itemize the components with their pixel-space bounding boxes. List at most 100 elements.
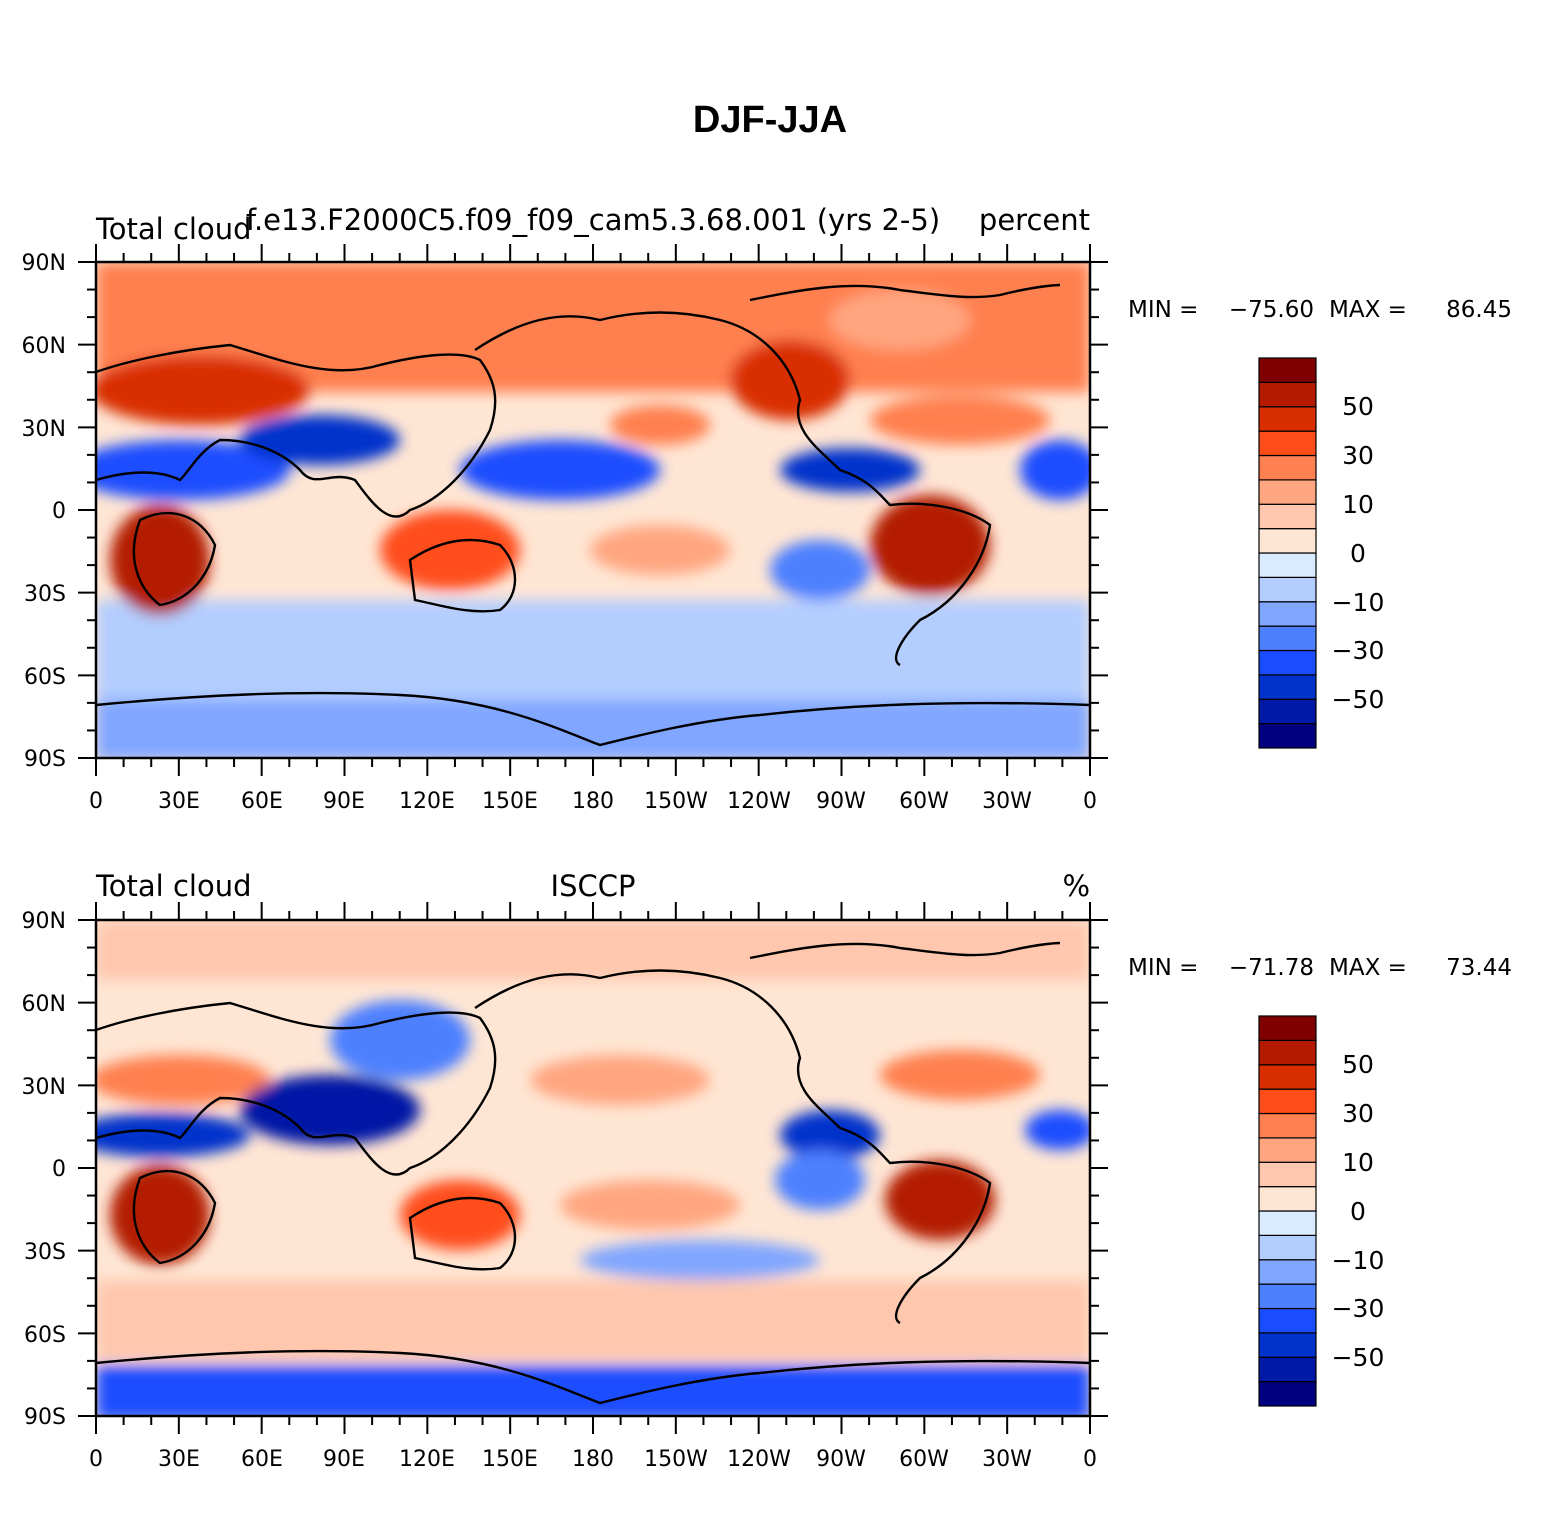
panel-2-right-label: % <box>1062 869 1090 903</box>
colorbar-label: −30 <box>1332 1294 1385 1323</box>
lat-label: 0 <box>52 499 66 524</box>
lat-label: 90S <box>24 1405 66 1430</box>
colorbar-label: 0 <box>1350 539 1366 568</box>
colorbar-label: 10 <box>1342 1148 1374 1177</box>
colorbar-swatch <box>1258 1259 1317 1285</box>
colorbar-swatch <box>1258 1356 1317 1383</box>
lat-label: 60S <box>24 1323 66 1348</box>
panel-2-lon-ticks <box>95 902 1091 1434</box>
panel-1-stats: MIN = −75.60 MAX = 86.45 <box>1128 297 1512 323</box>
colorbar-swatch <box>1258 723 1317 749</box>
colorbar-swatch <box>1258 1088 1317 1115</box>
panel-2-lat-labels: 90N 60N 30N 0 30S 60S 90S <box>22 909 66 1430</box>
colorbar-label: −50 <box>1332 685 1385 714</box>
lat-label: 30S <box>24 582 66 607</box>
panel-1-field <box>96 262 1090 758</box>
lat-label: 30N <box>22 417 66 442</box>
lon-label: 120W <box>727 789 791 814</box>
colorbar-swatch <box>1258 552 1317 578</box>
colorbar-swatch <box>1258 406 1317 432</box>
panel-1-lon-labels: 0 30E 60E 90E 120E 150E 180 150W 120W 90… <box>89 789 1097 814</box>
colorbar-swatch <box>1258 503 1317 530</box>
lon-label: 0 <box>89 1447 103 1472</box>
colorbar-swatch <box>1258 649 1317 676</box>
colorbar-label: 30 <box>1342 1099 1374 1128</box>
colorbar-swatch <box>1258 1210 1317 1236</box>
max-label: MAX = <box>1329 297 1407 323</box>
lat-label: 90N <box>22 909 66 934</box>
colorbar-label: −50 <box>1332 1343 1385 1372</box>
max-value: 73.44 <box>1446 955 1512 981</box>
colorbar-swatch <box>1258 698 1317 725</box>
lon-label: 90E <box>323 789 365 814</box>
lat-label: 30S <box>24 1240 66 1265</box>
colorbar-swatch <box>1258 1161 1317 1188</box>
max-value: 86.45 <box>1446 297 1512 323</box>
panel-1-colorbar <box>1258 357 1317 749</box>
lon-label: 60W <box>899 789 949 814</box>
min-label: MIN = <box>1128 955 1198 981</box>
colorbar-label: 0 <box>1350 1197 1366 1226</box>
panel-1-left-label: Total cloud <box>95 212 251 246</box>
colorbar-label: −10 <box>1332 1246 1385 1275</box>
lat-label: 90N <box>22 251 66 276</box>
colorbar-swatch <box>1258 1307 1317 1334</box>
max-label: MAX = <box>1329 955 1407 981</box>
lat-label: 60N <box>22 992 66 1017</box>
lon-label: 30E <box>158 1447 200 1472</box>
lon-label: 150W <box>644 1447 708 1472</box>
colorbar-swatch <box>1258 479 1317 505</box>
lon-label: 90W <box>816 1447 866 1472</box>
min-label: MIN = <box>1128 297 1198 323</box>
lon-label: 180 <box>572 789 614 814</box>
lon-label: 150W <box>644 789 708 814</box>
colorbar-swatch <box>1258 1381 1317 1407</box>
lon-label: 90W <box>816 789 866 814</box>
panel-1: Total cloud f.e13.F2000C5.f09_f09_cam5.3… <box>22 203 1512 814</box>
lon-label: 30E <box>158 789 200 814</box>
lon-label: 0 <box>89 789 103 814</box>
lon-label: 0 <box>1083 789 1097 814</box>
colorbar-swatch <box>1258 576 1317 603</box>
colorbar-label: 50 <box>1342 392 1374 421</box>
colorbar-label: 30 <box>1342 441 1374 470</box>
figure-title: DJF-JJA <box>693 99 847 141</box>
lon-label: 60E <box>241 1447 283 1472</box>
panel-2-colorbar <box>1258 1015 1317 1407</box>
panel-2: Total cloud ISCCP % <box>22 869 1512 1472</box>
panel-1-lat-ticks <box>78 261 1108 759</box>
lat-label: 0 <box>52 1157 66 1182</box>
colorbar-label: 10 <box>1342 490 1374 519</box>
lon-label: 0 <box>1083 1447 1097 1472</box>
panel-1-lon-ticks <box>95 244 1091 776</box>
colorbar-swatch <box>1258 1137 1317 1163</box>
lon-label: 60E <box>241 789 283 814</box>
panel-2-field <box>96 920 1090 1416</box>
lon-label: 90E <box>323 1447 365 1472</box>
colorbar-swatch <box>1258 625 1317 652</box>
colorbar-swatch <box>1258 1283 1317 1310</box>
lon-label: 150E <box>482 1447 538 1472</box>
lat-label: 60N <box>22 334 66 359</box>
panel-2-center-label: ISCCP <box>551 869 636 903</box>
lon-label: 120W <box>727 1447 791 1472</box>
panel-2-left-label: Total cloud <box>95 869 251 903</box>
lon-label: 30W <box>982 1447 1032 1472</box>
colorbar-swatch <box>1258 528 1317 554</box>
colorbar-swatch <box>1258 674 1317 700</box>
min-value: −71.78 <box>1229 955 1314 981</box>
colorbar-swatch <box>1258 357 1317 383</box>
panel-2-colorbar-labels: −50 −30 −10 0 10 30 50 <box>1332 1050 1385 1372</box>
colorbar-label: −10 <box>1332 588 1385 617</box>
panel-2-coastlines <box>95 941 1091 1405</box>
colorbar-swatch <box>1258 1015 1317 1041</box>
lon-label: 150E <box>482 789 538 814</box>
panel-2-stats: MIN = −71.78 MAX = 73.44 <box>1128 955 1512 981</box>
colorbar-swatch <box>1258 454 1317 481</box>
colorbar-swatch <box>1258 1064 1317 1090</box>
colorbar-label: 50 <box>1342 1050 1374 1079</box>
colorbar-swatch <box>1258 1112 1317 1139</box>
lon-label: 120E <box>399 789 455 814</box>
min-value: −75.60 <box>1229 297 1314 323</box>
